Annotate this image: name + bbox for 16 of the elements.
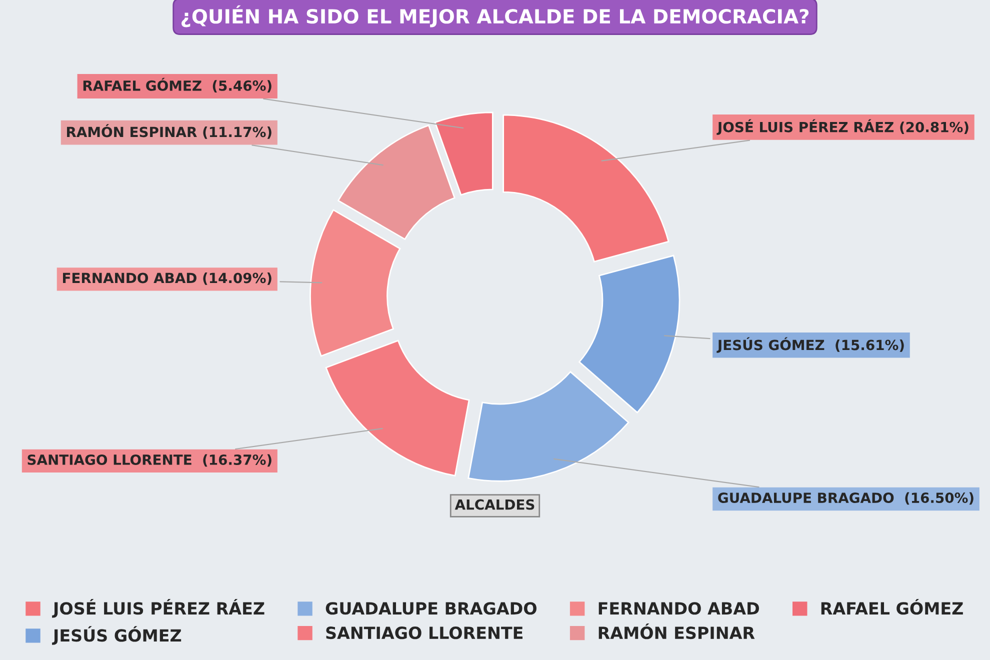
data-label: RAMÓN ESPINAR (11.17%) xyxy=(67,124,272,139)
legend-label: RAMÓN ESPINAR xyxy=(598,623,755,640)
data-label: GUADALUPE BRAGADO (16.50%) xyxy=(718,492,974,505)
data-label: SANTIAGO LLORENTE (16.37%) xyxy=(28,454,272,467)
legend-label: FERNANDO ABAD xyxy=(598,602,759,615)
data-label: JESÚS GÓMEZ (15.61%) xyxy=(716,337,904,353)
text: ALCALDES xyxy=(454,499,534,510)
legend-label: GUADALUPE BRAGADO xyxy=(326,602,536,615)
legend-label: SANTIAGO LLORENTE xyxy=(326,626,522,640)
chart-title: ¿QUIÉN HA SIDO EL MEJOR ALCALDE DE LA DEMOCRACIA? xyxy=(182,5,809,28)
legend-label: JESÚS GÓMEZ xyxy=(52,626,182,645)
data-label: JOSÉ LUIS PÉREZ RÁEZ (20.81%) xyxy=(716,119,968,135)
data-label: RAFAEL GÓMEZ (5.46%) xyxy=(83,78,272,93)
data-label: FERNANDO ABAD (14.09%) xyxy=(63,272,272,285)
legend-label: RAFAEL GÓMEZ xyxy=(821,599,963,615)
legend-label: JOSÉ LUIS PÉREZ RÁEZ xyxy=(52,599,264,618)
